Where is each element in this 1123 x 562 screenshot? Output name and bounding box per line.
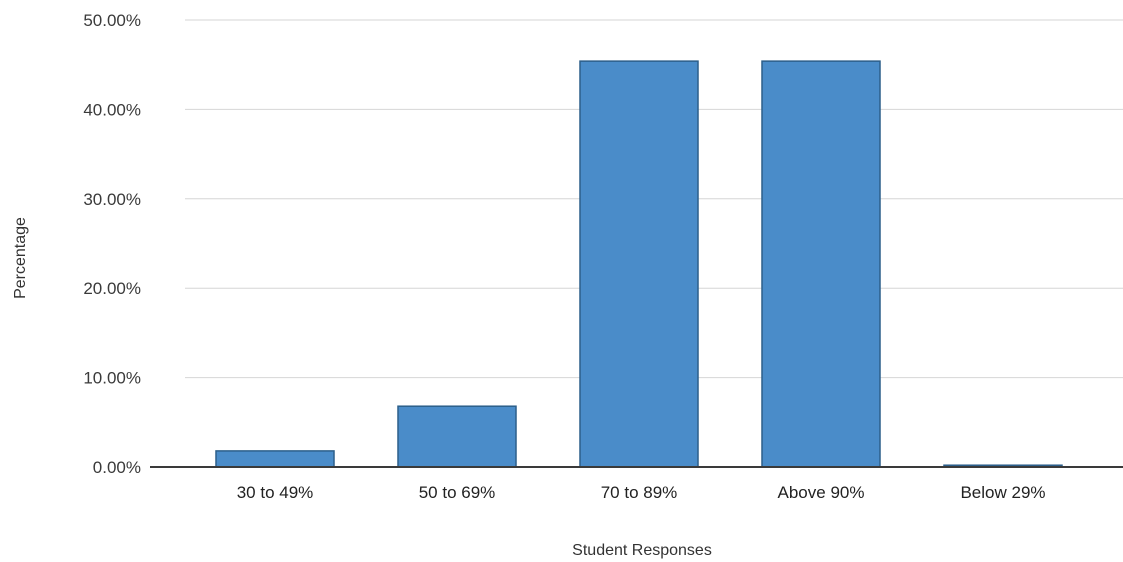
bar-above-90 [761, 60, 881, 468]
x-tick-label: 30 to 49% [237, 483, 314, 502]
y-axis-title: Percentage [12, 217, 29, 299]
x-tick-labels: 30 to 49% 50 to 69% 70 to 89% Above 90% Belo… [237, 483, 1046, 502]
x-tick-label: Above 90% [778, 483, 865, 502]
x-axis-title: Student Responses [572, 542, 712, 559]
x-tick-label: Below 29% [960, 483, 1045, 502]
y-tick-label: 50.00% [83, 11, 141, 30]
y-tick-label: 10.00% [83, 369, 141, 388]
x-tick-label: 70 to 89% [601, 483, 678, 502]
bars [215, 60, 1063, 468]
bar-70-to-89 [579, 60, 699, 468]
bar-50-to-69 [397, 405, 517, 468]
x-tick-label: 50 to 69% [419, 483, 496, 502]
y-tick-label: 0.00% [93, 458, 141, 477]
bar-30-to-49 [215, 450, 335, 468]
y-tick-label: 40.00% [83, 100, 141, 119]
y-tick-label: 30.00% [83, 190, 141, 209]
y-tick-labels: 0.00% 10.00% 20.00% 30.00% 40.00% 50.00% [83, 11, 141, 477]
y-tick-label: 20.00% [83, 279, 141, 298]
